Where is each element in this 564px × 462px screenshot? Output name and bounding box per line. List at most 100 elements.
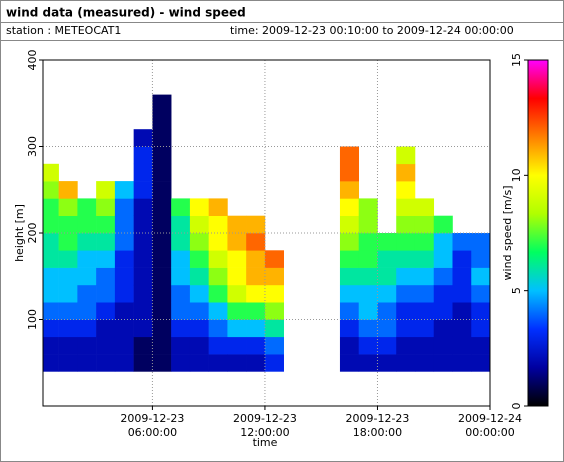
- cell: [246, 284, 266, 303]
- cell: [114, 233, 134, 251]
- time-range: time: 2009-12-23 00:10:00 to 2009-12-24 …: [230, 24, 514, 37]
- cell: [189, 284, 209, 303]
- cell: [339, 354, 360, 372]
- cell: [452, 336, 472, 355]
- cell: [171, 215, 191, 234]
- cell: [358, 250, 378, 268]
- cell: [133, 163, 153, 182]
- cell: [114, 215, 134, 234]
- cell: [433, 336, 453, 355]
- cell: [339, 267, 360, 286]
- cell: [471, 250, 491, 268]
- cell: [358, 215, 378, 234]
- cell: [152, 129, 172, 147]
- cell: [43, 302, 59, 320]
- cell: [396, 198, 416, 216]
- cell: [114, 319, 134, 338]
- cell: [377, 233, 397, 251]
- cell: [246, 302, 266, 320]
- cell: [77, 267, 97, 286]
- y-axis-label: height [m]: [13, 204, 26, 262]
- cell: [152, 267, 172, 286]
- cell: [152, 302, 172, 320]
- cell: [339, 302, 360, 320]
- cell: [96, 302, 116, 320]
- colorbar-tick-label: 15: [510, 53, 523, 67]
- colorbar: [527, 59, 549, 407]
- cell: [171, 284, 191, 303]
- cell: [246, 354, 266, 372]
- cell: [96, 250, 116, 268]
- cell: [152, 336, 172, 355]
- cell: [114, 267, 134, 286]
- cell: [152, 284, 172, 303]
- cell: [58, 181, 78, 199]
- cell: [227, 233, 247, 251]
- cell: [246, 215, 266, 234]
- cell: [471, 233, 491, 251]
- cell: [58, 233, 78, 251]
- cell: [58, 354, 78, 372]
- cell: [114, 284, 134, 303]
- cell: [152, 250, 172, 268]
- cell: [264, 354, 284, 372]
- cell: [171, 250, 191, 268]
- cell: [189, 198, 209, 216]
- cell: [152, 163, 172, 182]
- cell: [339, 284, 360, 303]
- cell: [208, 215, 228, 234]
- cell: [377, 284, 397, 303]
- cell: [208, 267, 228, 286]
- cell: [414, 198, 435, 216]
- cell: [396, 284, 416, 303]
- cell: [396, 302, 416, 320]
- cell: [246, 336, 266, 355]
- x-tick-label: 00:00:00: [465, 426, 514, 439]
- cell: [433, 267, 453, 286]
- cell: [77, 302, 97, 320]
- cell: [433, 250, 453, 268]
- cell: [77, 233, 97, 251]
- cell: [339, 250, 360, 268]
- cell: [452, 250, 472, 268]
- cell: [43, 250, 59, 268]
- cell: [43, 233, 59, 251]
- cell: [396, 146, 416, 165]
- cell: [133, 336, 153, 355]
- plot-frame: [42, 59, 491, 407]
- cell: [189, 267, 209, 286]
- cell: [396, 181, 416, 199]
- cell: [133, 250, 153, 268]
- cell: [133, 129, 153, 147]
- cell: [208, 302, 228, 320]
- cell: [452, 233, 472, 251]
- colorbar-tick-label: 0: [510, 403, 523, 410]
- cell: [43, 215, 59, 234]
- cell: [377, 267, 397, 286]
- cell: [396, 163, 416, 182]
- cell: [264, 336, 284, 355]
- cell: [43, 163, 59, 182]
- cell: [58, 302, 78, 320]
- cell: [358, 284, 378, 303]
- cell: [58, 267, 78, 286]
- cell: [114, 181, 134, 199]
- cell: [227, 354, 247, 372]
- cell: [43, 354, 59, 372]
- cell: [246, 250, 266, 268]
- cell: [208, 336, 228, 355]
- cell: [471, 354, 491, 372]
- cell: [96, 215, 116, 234]
- colorbar-tick-label: 10: [510, 168, 523, 182]
- cell: [377, 319, 397, 338]
- cell: [171, 233, 191, 251]
- cell: [77, 198, 97, 216]
- cell: [264, 250, 284, 268]
- cell: [264, 267, 284, 286]
- x-tick-label: 06:00:00: [128, 426, 177, 439]
- cell: [396, 319, 416, 338]
- cell: [227, 319, 247, 338]
- y-tick-label: 100: [26, 309, 39, 330]
- x-tick-label: 2009-12-24: [458, 412, 522, 425]
